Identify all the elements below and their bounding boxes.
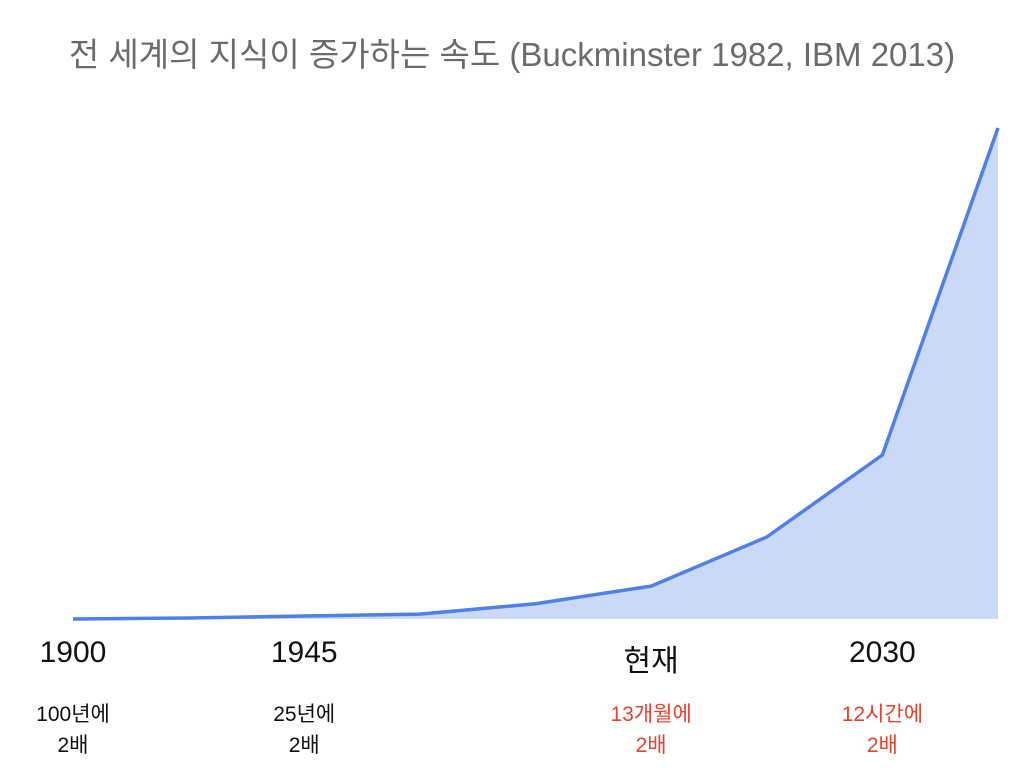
doubling-note-line: 100년에	[36, 703, 110, 726]
doubling-note-line: 2배	[635, 734, 667, 757]
doubling-note-line: 2배	[57, 734, 89, 757]
area-fill	[73, 128, 998, 619]
doubling-note: 12시간에 2배	[842, 699, 923, 761]
doubling-note-line: 25년에	[273, 703, 336, 726]
x-tick-label: 1900	[39, 636, 107, 669]
doubling-note-line: 2배	[866, 734, 898, 757]
x-tick-label: 1945	[270, 636, 338, 669]
doubling-note: 100년에 2배	[36, 699, 110, 761]
x-tick-label: 현재	[623, 645, 679, 678]
x-tick-label: 2030	[849, 636, 916, 669]
doubling-note-line: 13개월에	[610, 703, 692, 726]
doubling-note-line: 12시간에	[841, 703, 924, 726]
doubling-note: 25년에 2배	[273, 699, 335, 761]
chart-title: 전 세계의 지식이 증가하는 속도 (Buckminster 1982, IBM…	[68, 36, 956, 73]
doubling-note: 13개월에 2배	[610, 699, 691, 761]
series-line	[72, 127, 1000, 621]
doubling-note-line: 2배	[288, 734, 320, 757]
